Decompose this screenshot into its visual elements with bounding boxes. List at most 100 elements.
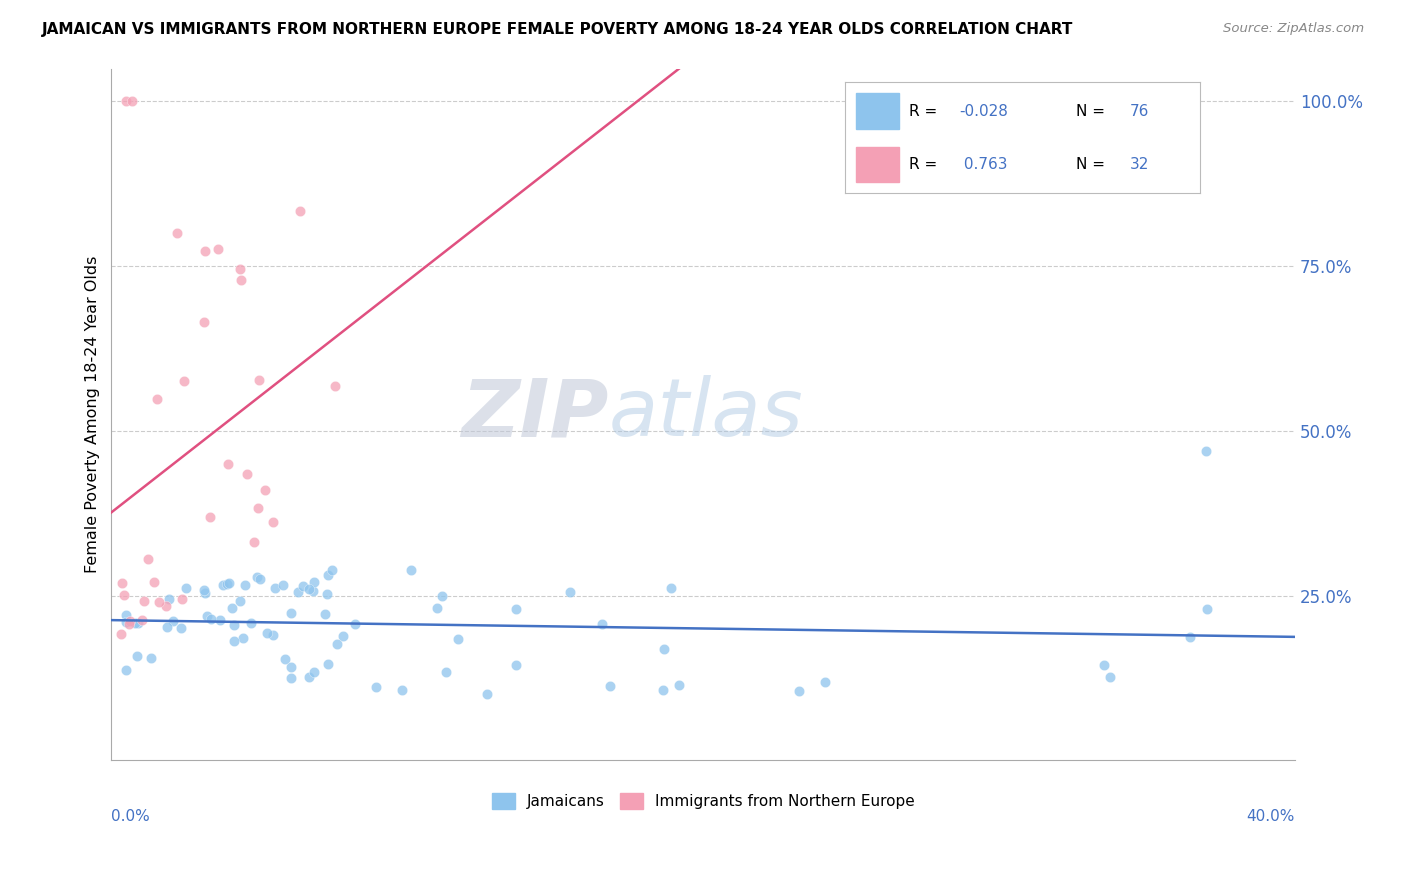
- Point: [343, 617, 366, 632]
- Point: [111, 576, 134, 591]
- Text: JAMAICAN VS IMMIGRANTS FROM NORTHERN EUROPE FEMALE POVERTY AMONG 18-24 YEAR OLDS: JAMAICAN VS IMMIGRANTS FROM NORTHERN EUR…: [42, 22, 1074, 37]
- Point: [228, 594, 250, 608]
- Point: [558, 585, 581, 599]
- Point: [304, 574, 326, 589]
- Point: [221, 600, 243, 615]
- Text: 40.0%: 40.0%: [1247, 809, 1295, 824]
- Point: [232, 632, 254, 646]
- Point: [297, 670, 319, 684]
- Point: [156, 620, 179, 634]
- Point: [240, 616, 263, 631]
- Point: [1195, 602, 1218, 616]
- Point: [110, 627, 132, 641]
- Legend: Jamaicans, Immigrants from Northern Europe: Jamaicans, Immigrants from Northern Euro…: [485, 787, 921, 815]
- Point: [139, 651, 162, 665]
- Point: [254, 483, 277, 497]
- Point: [652, 682, 675, 697]
- Point: [314, 607, 336, 622]
- Point: [430, 589, 453, 603]
- Point: [125, 649, 148, 664]
- Point: [287, 584, 309, 599]
- Point: [256, 626, 278, 640]
- Point: [170, 592, 193, 607]
- Point: [301, 584, 323, 599]
- Point: [262, 628, 284, 642]
- Point: [280, 671, 302, 685]
- Point: [209, 613, 232, 627]
- Point: [391, 683, 413, 698]
- Point: [115, 615, 138, 629]
- Point: [298, 582, 321, 597]
- Point: [326, 637, 349, 651]
- Point: [426, 600, 449, 615]
- Point: [143, 574, 166, 589]
- Point: [162, 615, 184, 629]
- Point: [146, 392, 169, 406]
- Point: [288, 203, 311, 218]
- Point: [505, 657, 527, 672]
- Point: [262, 515, 284, 529]
- Point: [273, 578, 295, 592]
- Point: [124, 616, 146, 631]
- Y-axis label: Female Poverty Among 18-24 Year Olds: Female Poverty Among 18-24 Year Olds: [86, 256, 100, 574]
- Point: [121, 95, 143, 109]
- Point: [229, 262, 252, 277]
- Point: [332, 629, 354, 643]
- Point: [224, 617, 246, 632]
- Point: [136, 552, 159, 566]
- Point: [127, 615, 149, 630]
- Point: [231, 273, 253, 287]
- Point: [155, 599, 177, 614]
- Text: atlas: atlas: [609, 376, 803, 453]
- Point: [364, 680, 387, 694]
- Text: 0.0%: 0.0%: [111, 809, 150, 824]
- Point: [1094, 657, 1116, 672]
- Point: [207, 243, 229, 257]
- Point: [591, 617, 613, 632]
- Point: [247, 501, 270, 516]
- Point: [212, 578, 235, 592]
- Point: [316, 587, 339, 601]
- Point: [787, 683, 810, 698]
- Point: [224, 634, 246, 648]
- Point: [401, 563, 423, 577]
- Point: [217, 457, 239, 471]
- Point: [1099, 670, 1122, 684]
- Point: [194, 244, 217, 258]
- Point: [321, 562, 343, 576]
- Point: [112, 588, 135, 602]
- Point: [166, 226, 188, 240]
- Point: [1180, 630, 1202, 644]
- Point: [198, 509, 221, 524]
- Point: [170, 621, 193, 635]
- Point: [236, 467, 259, 481]
- Point: [193, 582, 215, 597]
- Point: [505, 602, 527, 616]
- Point: [118, 615, 141, 629]
- Point: [814, 674, 837, 689]
- Point: [247, 373, 270, 387]
- Point: [323, 379, 346, 393]
- Point: [157, 592, 180, 607]
- Point: [652, 642, 675, 657]
- Point: [115, 95, 138, 109]
- Point: [233, 578, 256, 592]
- Point: [215, 576, 238, 591]
- Point: [246, 569, 269, 583]
- Point: [280, 606, 302, 620]
- Point: [200, 612, 222, 626]
- Point: [174, 581, 197, 595]
- Point: [436, 665, 458, 680]
- Point: [274, 652, 297, 666]
- Point: [316, 568, 339, 582]
- Point: [316, 657, 339, 672]
- Point: [599, 679, 621, 693]
- Point: [475, 687, 498, 701]
- Point: [132, 594, 155, 608]
- Point: [243, 534, 266, 549]
- Point: [195, 609, 218, 624]
- Text: Source: ZipAtlas.com: Source: ZipAtlas.com: [1223, 22, 1364, 36]
- Point: [447, 632, 470, 647]
- Point: [302, 665, 325, 679]
- Text: ZIP: ZIP: [461, 376, 609, 453]
